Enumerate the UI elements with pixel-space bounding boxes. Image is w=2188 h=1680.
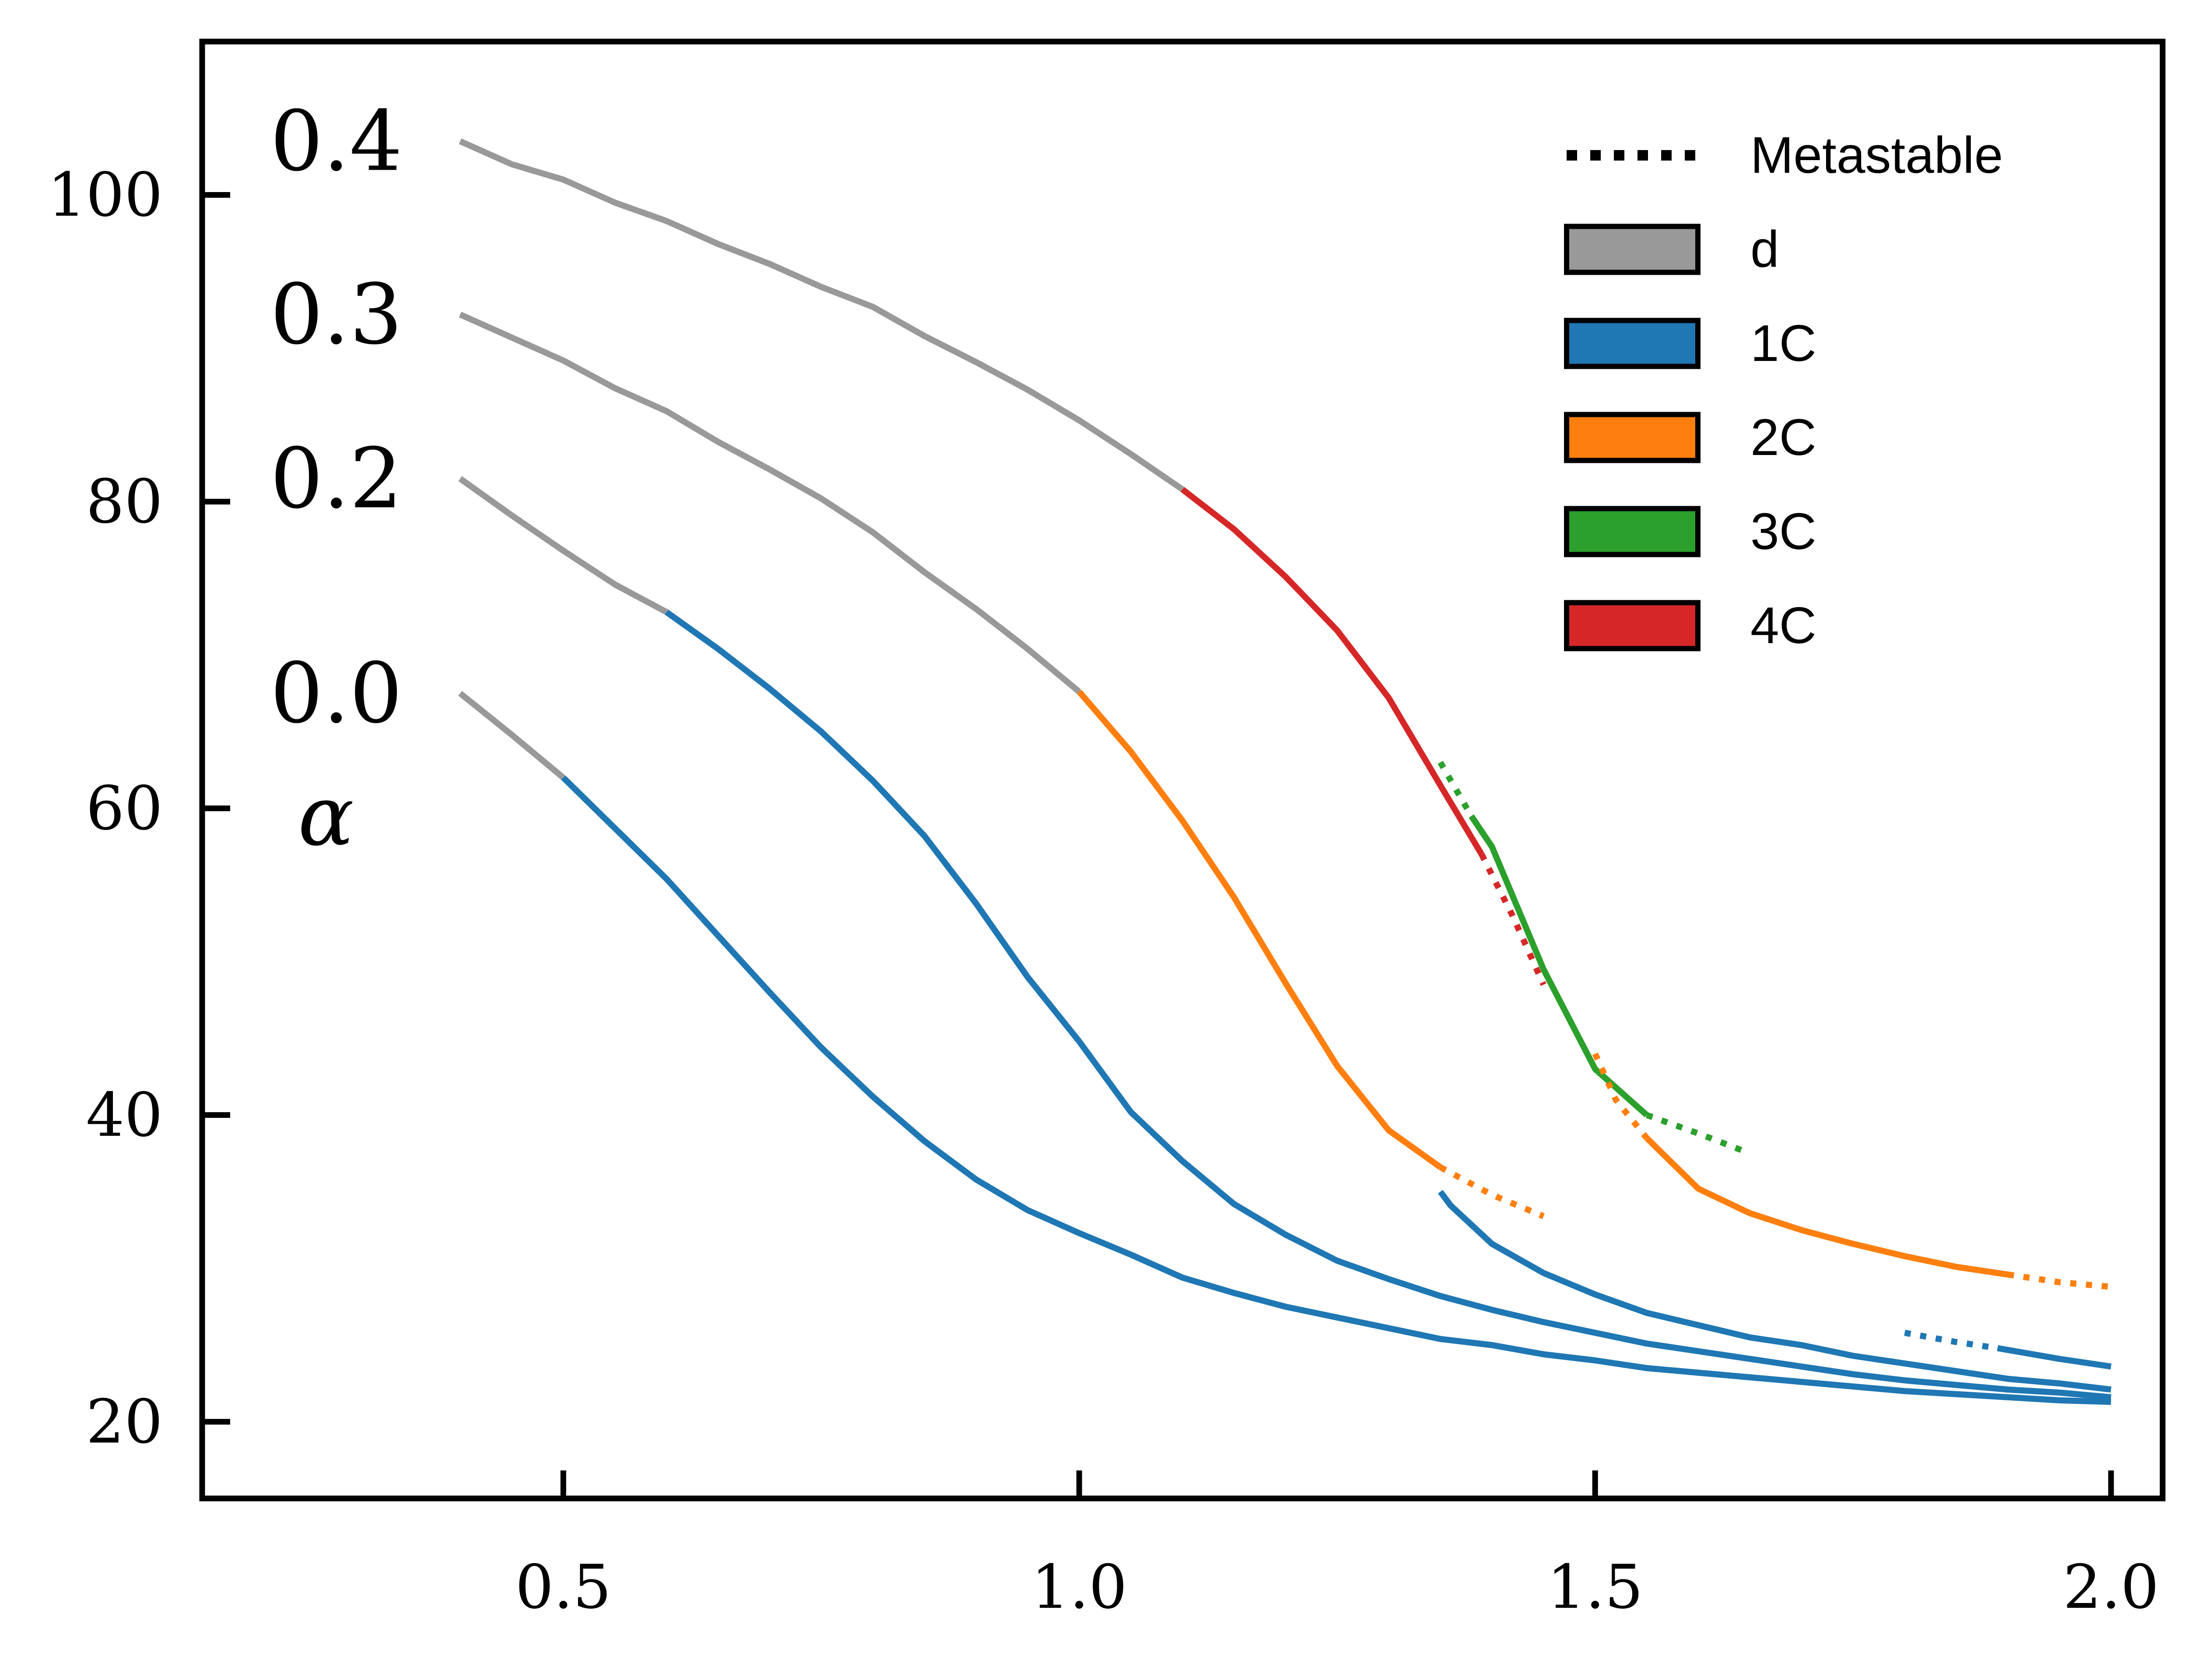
- series-2c-dotted-11: [1439, 1164, 1545, 1219]
- x-tick-label: 1.0: [1031, 1552, 1127, 1622]
- y-tick-label: 40: [86, 1080, 163, 1150]
- legend-label-3c: 3C: [1750, 503, 1816, 560]
- series-2c-solid-10: [1076, 690, 1442, 1170]
- series-3c-dotted-5: [1645, 1112, 1751, 1156]
- series-d-solid-0: [459, 138, 1184, 492]
- x-tick-label: 0.5: [515, 1552, 611, 1622]
- series-1c-solid-14: [665, 609, 2111, 1400]
- x-axis: 0.5 1.0 1.5 2.0: [515, 1470, 2159, 1622]
- series-1c-solid-16: [1997, 1345, 2112, 1370]
- data-curves: [458, 138, 2112, 1405]
- y-axis: 20 40 60 80 100: [48, 160, 230, 1457]
- x-tick-label: 2.0: [2063, 1552, 2159, 1622]
- series-2c-solid-7: [1645, 1136, 2009, 1278]
- series-d-solid-9: [459, 312, 1081, 694]
- legend-label-1c: 1C: [1750, 315, 1816, 372]
- series-1c-solid-12: [1438, 1190, 2111, 1393]
- legend-label-4c: 4C: [1750, 597, 1816, 654]
- series-d-solid-13: [458, 476, 668, 615]
- series-d-solid-17: [458, 691, 565, 780]
- legend-label-d: d: [1750, 220, 1779, 278]
- y-tick-label: 80: [86, 466, 163, 537]
- legend-label-2c: 2C: [1750, 409, 1816, 466]
- curve-label-2: 0.2: [270, 430, 402, 527]
- x-tick-label: 1.5: [1547, 1552, 1643, 1622]
- y-tick-label: 60: [86, 773, 163, 844]
- y-tick-label: 20: [86, 1386, 163, 1457]
- plot-frame: [199, 38, 2166, 1502]
- series-1c-dotted-15: [1904, 1330, 1998, 1351]
- curve-label-0: 0.4: [270, 93, 402, 189]
- y-tick-label: 100: [48, 160, 163, 230]
- legend-swatch-d: [1564, 224, 1701, 275]
- legend-swatch-2c: [1564, 412, 1701, 463]
- series-4c-solid-1: [1180, 486, 1484, 856]
- curve-label-4: α: [298, 768, 354, 864]
- legend-swatch-1c: [1564, 318, 1701, 369]
- series-3c-dotted-3: [1438, 761, 1495, 849]
- series-2c-dotted-6: [1592, 1052, 1649, 1140]
- legend: Metastable d 1C 2C 3C 4C: [1564, 126, 2003, 654]
- series-4c-dotted-2: [1479, 853, 1546, 986]
- series-2c-dotted-8: [2007, 1271, 2111, 1290]
- curve-label-1: 0.3: [270, 266, 402, 363]
- series-3c-solid-4: [1469, 814, 1649, 1117]
- legend-swatch-4c: [1564, 600, 1701, 651]
- curve-labels: 0.4 0.3 0.2 0.0 α: [270, 93, 402, 864]
- legend-label-metastable: Metastable: [1750, 126, 2003, 184]
- series-1c-solid-18: [561, 775, 2111, 1405]
- curve-label-3: 0.0: [270, 645, 402, 742]
- legend-swatch-3c: [1564, 506, 1701, 557]
